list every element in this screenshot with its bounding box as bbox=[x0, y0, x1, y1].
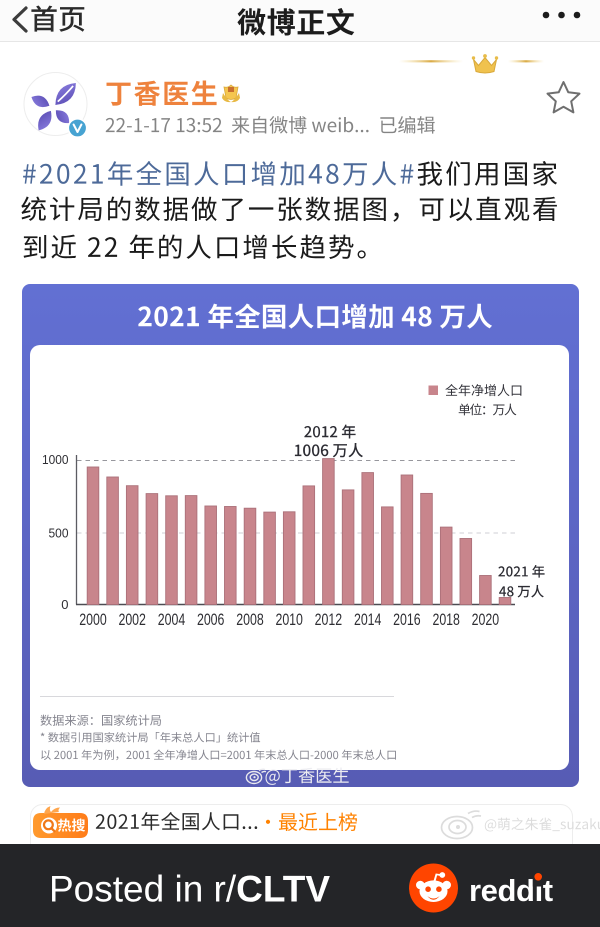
svg-text:2002: 2002 bbox=[118, 611, 146, 629]
svg-text:2004: 2004 bbox=[158, 611, 186, 629]
svg-text:500: 500 bbox=[49, 526, 69, 541]
svg-text:2020: 2020 bbox=[472, 611, 500, 629]
svg-text:Posted in r/CLTV: Posted in r/CLTV bbox=[49, 869, 330, 910]
svg-text:1000: 1000 bbox=[42, 452, 69, 467]
svg-text:2006: 2006 bbox=[197, 611, 225, 629]
svg-text:2016: 2016 bbox=[393, 611, 421, 629]
svg-text:2010: 2010 bbox=[275, 611, 303, 629]
svg-text:0: 0 bbox=[61, 597, 68, 612]
svg-text:2008: 2008 bbox=[236, 611, 264, 629]
svg-text:2014: 2014 bbox=[354, 611, 382, 629]
svg-text:2018: 2018 bbox=[432, 611, 460, 629]
svg-text:2012: 2012 bbox=[315, 611, 343, 629]
svg-text:2000: 2000 bbox=[79, 611, 107, 629]
